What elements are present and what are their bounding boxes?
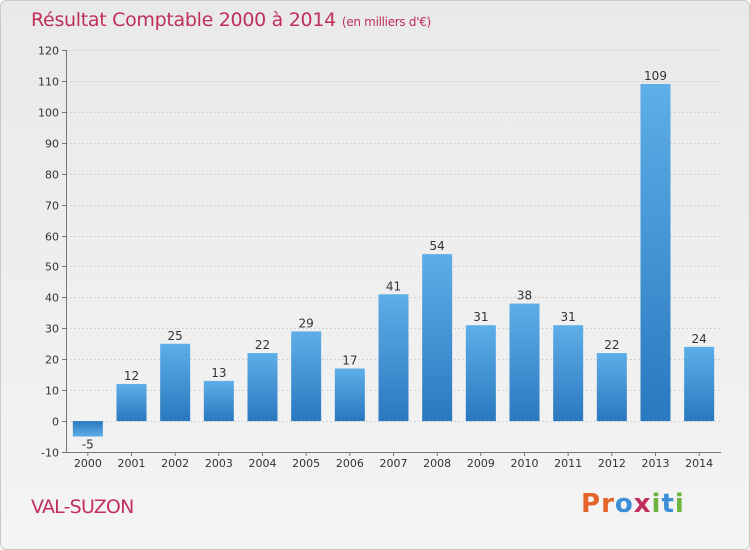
- bar: [72, 421, 103, 437]
- bar: [596, 353, 627, 422]
- bar: [465, 325, 496, 422]
- bar-value-label: 31: [561, 310, 576, 324]
- y-tick-label: 40: [45, 292, 59, 305]
- y-tick-label: 50: [45, 261, 59, 274]
- y-tick-label: 110: [38, 76, 59, 89]
- y-tick-label: 10: [45, 385, 59, 398]
- bar-value-label: 109: [644, 69, 667, 83]
- y-tick-label: 60: [45, 231, 59, 244]
- bar: [378, 294, 409, 422]
- x-tick-label: 2000: [74, 457, 102, 470]
- y-tick-label: 70: [45, 200, 59, 213]
- bar-value-label: 54: [430, 239, 445, 253]
- bar-value-label: 13: [211, 366, 226, 380]
- bar: [553, 325, 584, 422]
- bar: [684, 346, 715, 422]
- logo-letter: P: [581, 489, 602, 519]
- bar-value-label: 29: [299, 316, 314, 330]
- y-tick-label: 100: [38, 107, 59, 120]
- chart-title: Résultat Comptable 2000 à 2014 (en millie…: [31, 9, 431, 31]
- x-tick-label: 2005: [292, 457, 320, 470]
- x-tick-label: 2002: [161, 457, 189, 470]
- x-tick-label: 2011: [554, 457, 582, 470]
- bar: [640, 84, 671, 422]
- x-tick-label: 2001: [118, 457, 146, 470]
- y-tick-labels: -10 0 10 20 30 40 50 60 70 80 90 100 110 120: [38, 45, 59, 460]
- bar-value-label: 12: [124, 369, 139, 383]
- proxiti-logo: Proxiti: [581, 489, 685, 519]
- y-tick-label: 30: [45, 323, 59, 336]
- x-tick-label: 2006: [336, 457, 364, 470]
- x-tick-label: 2012: [598, 457, 626, 470]
- bar: [334, 368, 365, 422]
- logo-letter: o: [614, 489, 634, 519]
- logo-letter: i: [674, 489, 685, 519]
- bar-value-label: 41: [386, 279, 401, 293]
- bar-value-label: 17: [342, 354, 357, 368]
- bar: [160, 343, 191, 422]
- bar: [422, 254, 453, 422]
- y-tick-label: 120: [38, 45, 59, 58]
- bar-value-label: 22: [255, 338, 270, 352]
- y-tick-label: 20: [45, 354, 59, 367]
- title-text: Résultat Comptable 2000 à 2014: [31, 9, 336, 31]
- logo-letter: t: [661, 489, 675, 519]
- commune-name: VAL-SUZON: [31, 496, 134, 518]
- value-labels: -5 12 25 13 22 29 17 41 54 31 38 31 22 109 24: [82, 69, 707, 452]
- bar: [247, 353, 278, 422]
- x-tick-label: 2013: [642, 457, 670, 470]
- logo-letter: i: [651, 489, 662, 519]
- x-tick-label: 2009: [467, 457, 495, 470]
- logo-letter: x: [633, 489, 652, 519]
- bar-value-label: -5: [82, 438, 94, 452]
- bar: [509, 303, 540, 422]
- x-tick-labels: 2000 2001 2002 2003 2004 2005 2006 2007 2008 2009…: [74, 452, 713, 470]
- x-tick-label: 2014: [685, 457, 713, 470]
- x-tick-label: 2004: [249, 457, 277, 470]
- bar-value-label: 31: [473, 310, 488, 324]
- x-tick-label: 2010: [511, 457, 539, 470]
- x-tick-label: 2008: [423, 457, 451, 470]
- title-unit: (en milliers d'€): [341, 15, 431, 29]
- x-tick-label: 2007: [380, 457, 408, 470]
- bar: [291, 331, 322, 422]
- y-tick-label: 90: [45, 138, 59, 151]
- bar-value-label: 24: [692, 332, 707, 346]
- bar-value-label: 22: [604, 338, 619, 352]
- y-tick-label: 0: [52, 416, 59, 429]
- bar: [203, 380, 234, 422]
- y-tick-label: -10: [41, 447, 59, 460]
- bars: [72, 84, 715, 437]
- x-tick-label: 2003: [205, 457, 233, 470]
- bar: [116, 383, 147, 422]
- bar-value-label: 25: [168, 329, 183, 343]
- y-tick-label: 80: [45, 169, 59, 182]
- logo-letter: r: [601, 489, 615, 519]
- bar-value-label: 38: [517, 289, 532, 303]
